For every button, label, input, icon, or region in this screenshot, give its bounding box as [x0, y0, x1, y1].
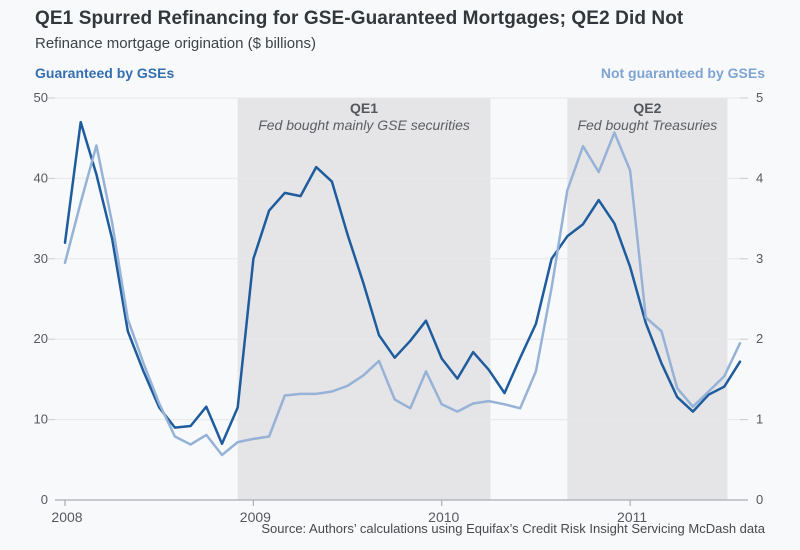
right-axis-tick-label: 4: [756, 170, 763, 185]
x-axis-year-label: 2010: [428, 509, 459, 525]
qe1-sublabel: Fed bought mainly GSE securities: [258, 117, 470, 133]
chart-title: QE1 Spurred Refinancing for GSE-Guarante…: [35, 8, 684, 29]
left-axis-tick-label: 10: [34, 412, 48, 427]
left-axis-tick-label: 0: [41, 492, 48, 507]
left-axis-tick-label: 40: [34, 170, 48, 185]
x-axis-year-label: 2008: [51, 509, 82, 525]
qe1-label: QE1: [350, 100, 378, 116]
left-axis-tick-label: 30: [34, 251, 48, 266]
chart-subtitle: Refinance mortgage origination ($ billio…: [35, 35, 316, 52]
left-axis-tick-label: 50: [34, 90, 48, 105]
x-axis-year-label: 2009: [240, 509, 271, 525]
non-gse-series-line: [63, 131, 742, 457]
right-axis-tick-label: 1: [756, 412, 763, 427]
right-axis-tick-label: 3: [756, 251, 763, 266]
legend-left-label: Guaranteed by GSEs: [35, 65, 175, 81]
right-axis-tick-label: 2: [756, 331, 763, 346]
right-axis-tick-label: 5: [756, 90, 763, 105]
source-note: Source: Authors’ calculations using Equi…: [261, 521, 765, 536]
qe1-band: [237, 98, 491, 500]
qe2-label: QE2: [633, 100, 661, 116]
gse-series-line: [63, 120, 742, 445]
left-axis-tick-label: 20: [34, 331, 48, 346]
legend-right-label: Not guaranteed by GSEs: [600, 65, 765, 81]
qe2-sublabel: Fed bought Treasuries: [577, 117, 717, 133]
right-axis-tick-label: 0: [756, 492, 763, 507]
x-axis-year-label: 2011: [617, 509, 647, 525]
